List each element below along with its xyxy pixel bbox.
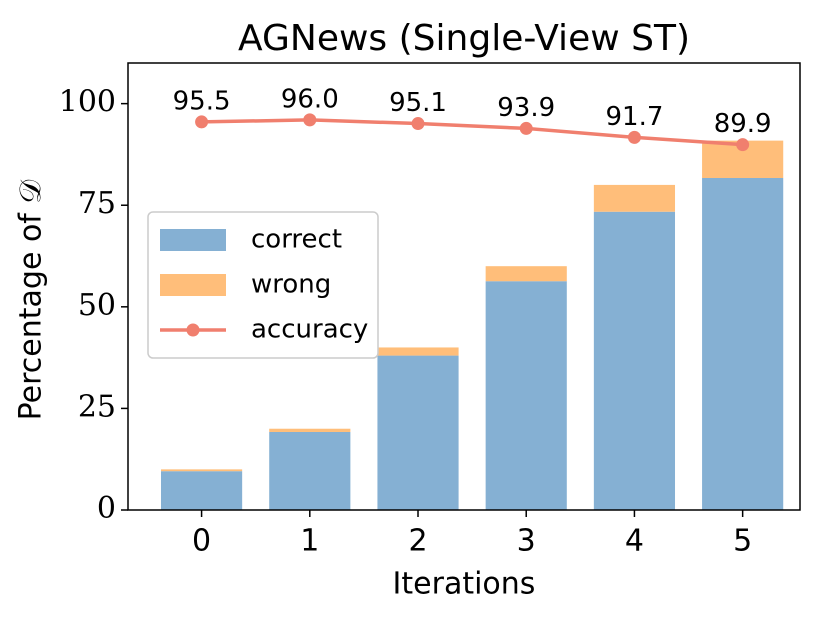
legend-swatch	[160, 274, 226, 296]
line-point	[519, 121, 533, 135]
x-tick-label: 2	[408, 524, 427, 559]
legend-label: accuracy	[251, 315, 368, 345]
y-tick-label: 50	[78, 288, 116, 323]
x-tick-label: 1	[300, 524, 319, 559]
x-tick-label: 4	[625, 524, 644, 559]
bar-segment	[377, 347, 459, 356]
bar-segment	[269, 431, 351, 510]
line-point	[195, 115, 209, 129]
bar-segment	[593, 184, 676, 212]
bar-segment	[593, 211, 676, 510]
line-point	[627, 130, 641, 144]
bar-segment	[485, 281, 567, 510]
legend-label: correct	[251, 225, 342, 255]
x-tick-label: 5	[733, 524, 752, 559]
bar-segment	[702, 178, 784, 510]
x-axis-label: Iterations	[393, 567, 536, 602]
x-tick-label: 0	[192, 524, 211, 559]
bar-segment	[269, 428, 351, 432]
y-axis-label: Percentage of 𝒟	[14, 180, 49, 421]
line-point	[303, 113, 317, 127]
line-point	[411, 117, 425, 131]
data-label: 95.1	[389, 88, 447, 118]
data-label: 93.9	[497, 93, 555, 123]
line-point	[736, 138, 750, 152]
bar-segment	[377, 355, 459, 510]
bar-segment	[161, 469, 243, 472]
legend-marker	[186, 323, 200, 337]
y-tick-label: 75	[78, 186, 116, 221]
data-label: 89.9	[714, 109, 772, 139]
bar-segment	[161, 471, 243, 510]
plot-frame	[127, 62, 801, 511]
y-tick-label: 25	[78, 389, 116, 424]
legend-label: wrong	[251, 270, 331, 300]
data-label: 95.5	[173, 86, 231, 116]
chart-title: AGNews (Single-View ST)	[238, 18, 690, 59]
x-tick-label: 3	[517, 524, 536, 559]
y-tick-label: 100	[59, 85, 116, 120]
data-label: 96.0	[281, 84, 339, 114]
bar-segment	[485, 266, 567, 282]
y-tick-label: 0	[97, 491, 116, 526]
line	[201, 118, 743, 147]
legend-swatch	[160, 229, 226, 251]
data-label: 91.7	[605, 102, 663, 132]
